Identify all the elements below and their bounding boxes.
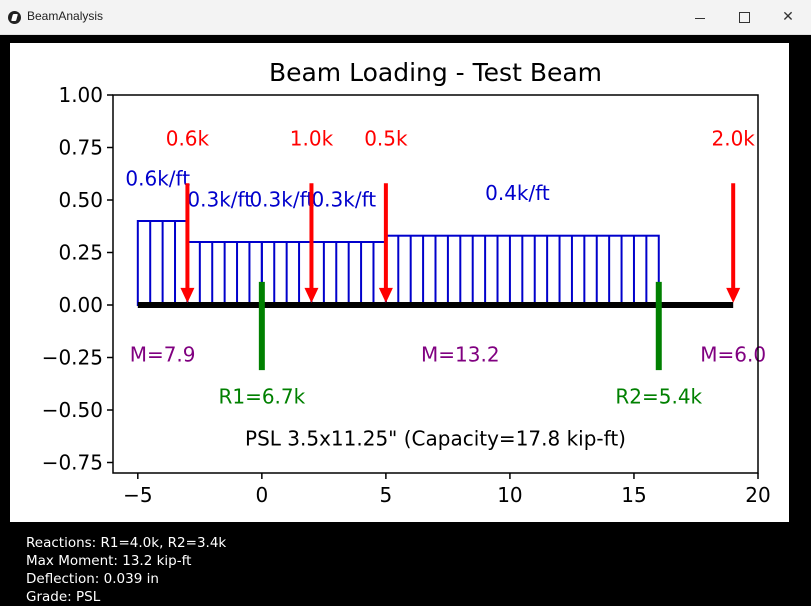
point-load-label: 1.0k	[290, 126, 334, 150]
beam-chart: Beam Loading - Test Beam0.6k/ft0.3k/ft0.…	[42, 58, 771, 507]
title-bar: BeamAnalysis ✕	[0, 0, 811, 35]
y-tick-label: 0.25	[58, 241, 103, 265]
minimize-icon	[695, 17, 705, 19]
support-label: R2=5.4k	[615, 385, 702, 409]
x-tick-label: 5	[380, 483, 393, 507]
point-load-label: 0.5k	[364, 126, 408, 150]
point-load-label: 0.6k	[166, 126, 210, 150]
moment-label: M=6.0	[700, 343, 766, 367]
x-tick-label: 15	[621, 483, 646, 507]
y-tick-label: 1.00	[58, 83, 103, 107]
deflection-text: Deflection: 0.039 in	[26, 571, 159, 587]
point-load-arrowhead	[180, 287, 195, 303]
y-tick-label: −0.25	[42, 346, 103, 370]
axes-frame	[112, 94, 759, 474]
y-tick-label: 0.50	[58, 188, 103, 212]
status-panel: Reactions: R1=4.0k, R2=3.4k Max Moment: …	[26, 534, 226, 606]
distributed-load-label: 0.4k/ft	[485, 181, 550, 205]
y-tick-label: −0.50	[42, 398, 103, 422]
x-tick-label: −5	[123, 483, 152, 507]
distributed-load-label: 0.6k/ft	[125, 166, 190, 190]
y-tick-label: 0.00	[58, 293, 103, 317]
x-tick-label: 20	[745, 483, 770, 507]
reactions-text: Reactions: R1=4.0k, R2=3.4k	[26, 535, 227, 551]
grade-text: Grade: PSL	[26, 589, 101, 605]
window-title: BeamAnalysis	[27, 9, 104, 23]
point-load-arrowhead	[304, 287, 319, 303]
distributed-load-label: 0.3k/ft	[187, 187, 252, 211]
max-moment-text: Max Moment: 13.2 kip-ft	[26, 553, 192, 569]
point-load-label: 2.0k	[711, 126, 755, 150]
y-tick-label: 0.75	[58, 136, 103, 160]
close-button[interactable]: ✕	[765, 0, 811, 34]
x-tick-label: 10	[497, 483, 522, 507]
moment-label: M=7.9	[130, 343, 196, 367]
minimize-button[interactable]	[677, 0, 723, 34]
point-load-arrowhead	[378, 287, 393, 303]
moment-label: M=13.2	[421, 343, 500, 367]
x-tick-label: 0	[255, 483, 268, 507]
app-icon	[8, 11, 21, 24]
distributed-load-label: 0.3k/ft	[249, 187, 314, 211]
y-tick-label: −0.75	[42, 451, 103, 475]
maximize-icon	[738, 11, 750, 23]
chart-figure: Beam Loading - Test Beam 0.6k/ft 0.3k/ft 0.…	[10, 43, 789, 522]
capacity-annotation: PSL 3.5x11.25" (Capacity=17.8 kip-ft)	[245, 427, 626, 451]
point-load-arrowhead	[726, 287, 741, 303]
maximize-button[interactable]	[721, 0, 767, 34]
support-label: R1=6.7k	[218, 385, 305, 409]
distributed-load-label: 0.3k/ft	[311, 187, 376, 211]
chart-title: Beam Loading - Test Beam	[269, 58, 602, 87]
close-icon: ✕	[782, 9, 794, 25]
